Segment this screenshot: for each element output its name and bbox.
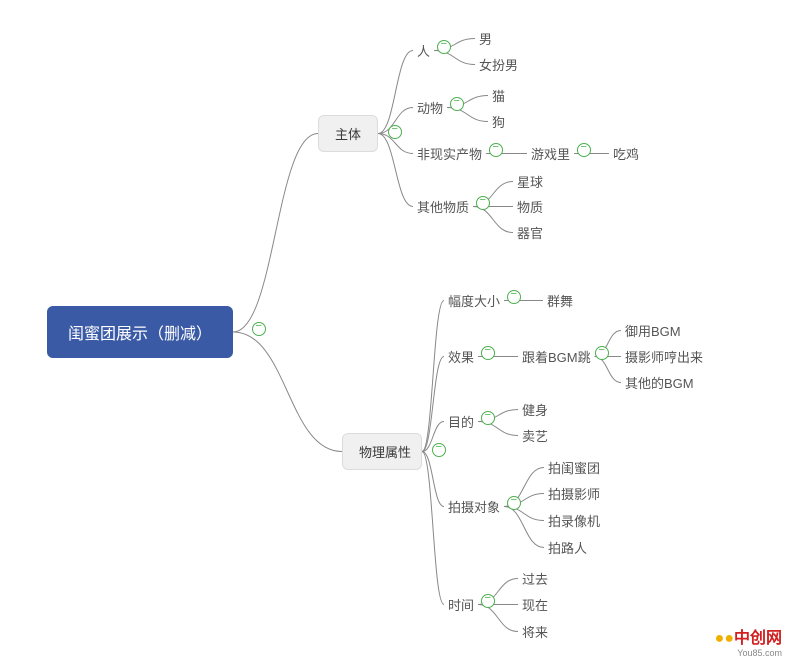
node-b1a1[interactable]: 男 [475, 27, 496, 50]
edge [473, 207, 513, 233]
node-b1a[interactable]: 人 [413, 39, 434, 62]
node-b2d4[interactable]: 拍路人 [544, 536, 591, 559]
collapse-icon[interactable] [577, 143, 591, 157]
edge [378, 51, 413, 134]
edge [233, 134, 318, 333]
collapse-icon[interactable] [476, 196, 490, 210]
node-b2b1[interactable]: 跟着BGM跳 [518, 345, 595, 368]
collapse-icon[interactable] [450, 97, 464, 111]
node-b2c2[interactable]: 卖艺 [518, 424, 552, 447]
node-b1[interactable]: 主体 [318, 115, 378, 152]
edge [504, 507, 544, 548]
node-b1a2[interactable]: 女扮男 [475, 53, 522, 76]
collapse-icon[interactable] [481, 594, 495, 608]
edge [422, 452, 444, 605]
watermark: ●●中创网 You85.com [715, 624, 782, 658]
node-b2e[interactable]: 时间 [444, 593, 478, 616]
node-b1c[interactable]: 非现实产物 [413, 142, 486, 165]
node-b1d1[interactable]: 星球 [513, 170, 547, 193]
node-b1c1a[interactable]: 吃鸡 [609, 142, 643, 165]
node-b2e2[interactable]: 现在 [518, 593, 552, 616]
edge [422, 301, 444, 452]
collapse-icon[interactable] [595, 346, 609, 360]
edge [422, 452, 444, 507]
node-b2a1[interactable]: 群舞 [543, 289, 577, 312]
node-b2e3[interactable]: 将来 [518, 620, 552, 643]
node-root[interactable]: 闺蜜团展示（删减） [47, 306, 233, 358]
node-b2c1[interactable]: 健身 [518, 398, 552, 421]
collapse-icon[interactable] [432, 443, 446, 457]
node-b1b1[interactable]: 猫 [488, 84, 509, 107]
node-b2e1[interactable]: 过去 [518, 567, 552, 590]
node-b2c[interactable]: 目的 [444, 410, 478, 433]
node-b1d2[interactable]: 物质 [513, 195, 547, 218]
node-b2b1a[interactable]: 御用BGM [621, 319, 685, 342]
node-b1d[interactable]: 其他物质 [413, 195, 473, 218]
node-b1b[interactable]: 动物 [413, 96, 447, 119]
node-b2d3[interactable]: 拍录像机 [544, 509, 604, 532]
collapse-icon[interactable] [507, 290, 521, 304]
collapse-icon[interactable] [437, 40, 451, 54]
node-b2a[interactable]: 幅度大小 [444, 289, 504, 312]
node-b1d3[interactable]: 器官 [513, 221, 547, 244]
node-b2b[interactable]: 效果 [444, 345, 478, 368]
node-b2b1b[interactable]: 摄影师哼出来 [621, 345, 707, 368]
node-b1c1[interactable]: 游戏里 [527, 142, 574, 165]
node-b2d2[interactable]: 拍摄影师 [544, 482, 604, 505]
edge [478, 605, 518, 632]
node-b1b2[interactable]: 狗 [488, 110, 509, 133]
node-b2d[interactable]: 拍摄对象 [444, 495, 504, 518]
collapse-icon[interactable] [388, 125, 402, 139]
edge [233, 332, 342, 452]
edge [595, 357, 621, 383]
collapse-icon[interactable] [489, 143, 503, 157]
collapse-icon[interactable] [507, 496, 521, 510]
edge [422, 357, 444, 452]
edge [378, 134, 413, 207]
collapse-icon[interactable] [252, 322, 266, 336]
collapse-icon[interactable] [481, 346, 495, 360]
node-b2[interactable]: 物理属性 [342, 433, 422, 470]
node-b2d1[interactable]: 拍闺蜜团 [544, 456, 604, 479]
collapse-icon[interactable] [481, 411, 495, 425]
node-b2b1c[interactable]: 其他的BGM [621, 371, 698, 394]
